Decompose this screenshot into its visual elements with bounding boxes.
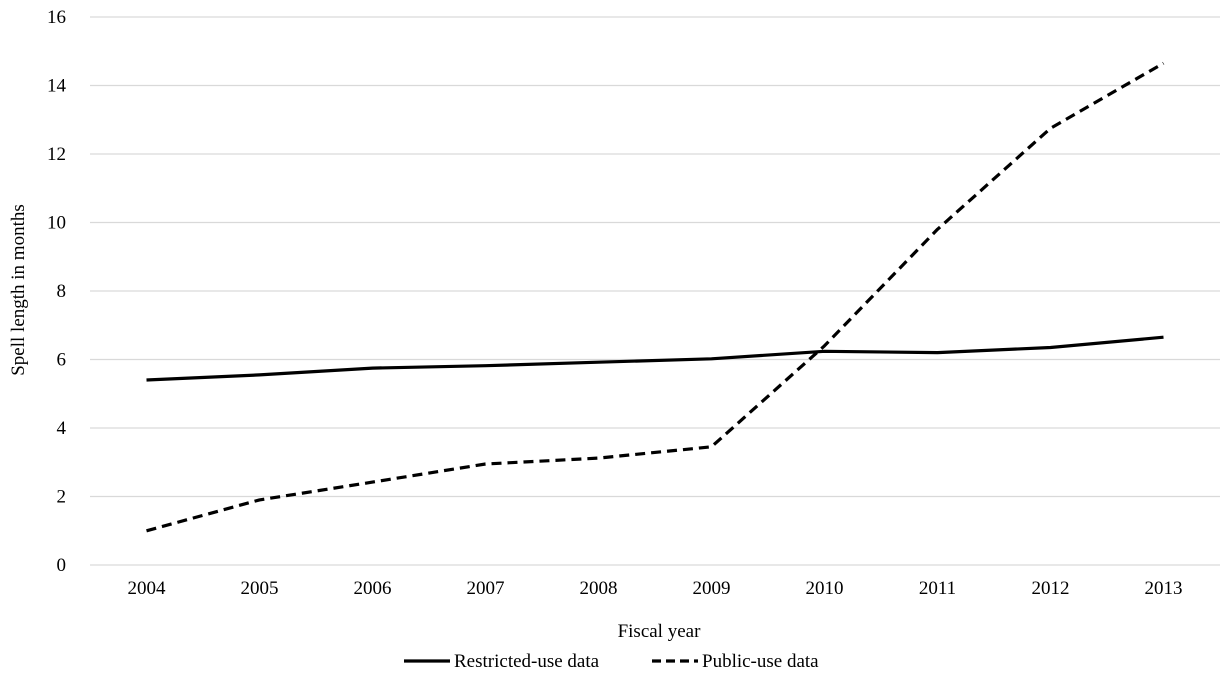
y-tick-label: 4 (57, 418, 67, 439)
x-tick-label: 2005 (241, 578, 279, 599)
x-tick-label: 2009 (693, 578, 731, 599)
x-tick-label: 2011 (919, 578, 956, 599)
y-axis-ticks: 0 2 4 6 8 10 12 14 16 (47, 7, 67, 576)
x-tick-label: 2008 (580, 578, 618, 599)
legend-label: Public-use data (702, 651, 819, 672)
restricted-use-data-line (146, 335, 1164, 382)
x-tick-label: 2012 (1032, 578, 1070, 599)
y-tick-label: 2 (57, 487, 67, 508)
legend: Restricted-use data Public-use data (404, 651, 819, 672)
y-tick-label: 12 (47, 144, 66, 165)
y-tick-label: 14 (47, 76, 67, 97)
public-use-data-line (146, 61, 1165, 533)
x-tick-label: 2006 (354, 578, 392, 599)
y-axis-title: Spell length in months (8, 204, 29, 376)
x-axis-title: Fiscal year (618, 621, 702, 642)
gridlines (90, 16, 1220, 566)
x-tick-label: 2013 (1145, 578, 1183, 599)
x-tick-label: 2007 (467, 578, 505, 599)
legend-label: Restricted-use data (454, 651, 600, 672)
y-tick-label: 16 (47, 7, 66, 28)
x-tick-label: 2010 (806, 578, 844, 599)
x-tick-label: 2004 (128, 578, 167, 599)
x-axis-ticks: 2004 2005 2006 2007 2008 2009 2010 2011 2012 2013 (128, 578, 1183, 599)
series-lines (146, 61, 1165, 533)
y-tick-label: 0 (57, 555, 67, 576)
y-tick-label: 8 (57, 281, 67, 302)
y-tick-label: 6 (57, 350, 67, 371)
y-tick-label: 10 (47, 213, 66, 234)
